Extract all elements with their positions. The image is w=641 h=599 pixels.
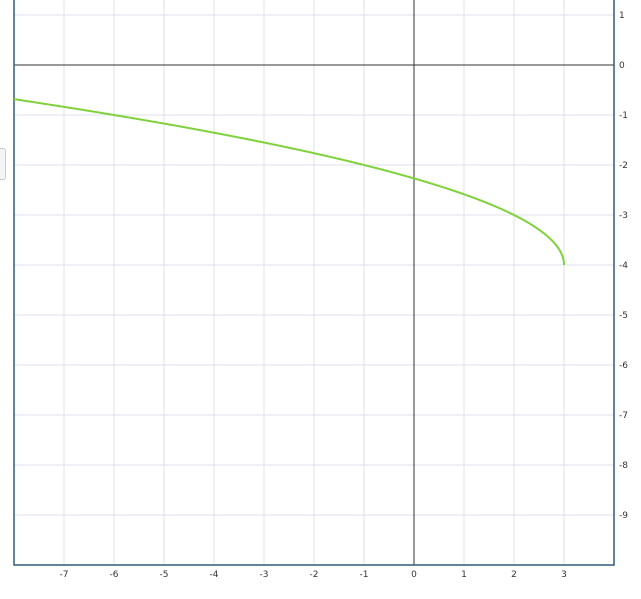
plot-border	[13, 0, 615, 566]
y-tick-label: -6	[619, 361, 628, 371]
x-tick-label: -3	[260, 570, 269, 580]
y-tick-label: -4	[619, 261, 628, 271]
x-tick-label: -6	[110, 570, 119, 580]
x-tick-label: 0	[411, 570, 417, 580]
y-tick-label: -2	[619, 161, 628, 171]
y-tick-label: 1	[619, 11, 625, 21]
y-tick-label: -1	[619, 111, 628, 121]
function-curve	[13, 98, 565, 265]
x-tick-label: 2	[511, 570, 517, 580]
x-tick-label: -1	[360, 570, 369, 580]
x-tick-label: -2	[310, 570, 319, 580]
x-tick-label: -5	[160, 570, 169, 580]
y-tick-label: -3	[619, 211, 628, 221]
y-tick-label: 0	[619, 61, 625, 71]
y-tick-label: -5	[619, 311, 628, 321]
y-tick-label: -7	[619, 411, 628, 421]
y-tick-label: -8	[619, 461, 628, 471]
x-tick-label: -4	[210, 570, 219, 580]
x-tick-label: 1	[461, 570, 467, 580]
x-tick-label: 3	[561, 570, 567, 580]
x-tick-label: -7	[60, 570, 69, 580]
y-tick-label: -9	[619, 511, 628, 521]
side-panel-tab[interactable]	[0, 148, 6, 180]
